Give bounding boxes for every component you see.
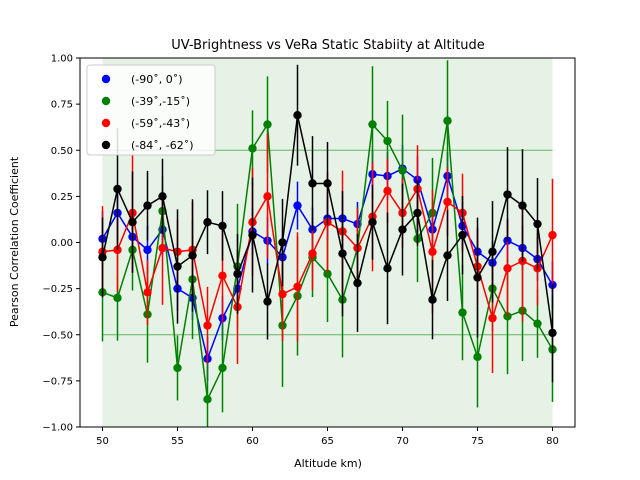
data-point — [113, 245, 122, 255]
x-tick-label: 60 — [246, 436, 259, 447]
legend-label: (-59˚,-43˚) — [131, 117, 190, 130]
x-tick-label: 80 — [546, 436, 559, 447]
data-point — [503, 264, 512, 273]
data-point — [458, 308, 467, 317]
data-point — [518, 201, 527, 210]
data-point — [458, 230, 467, 240]
data-point — [188, 251, 197, 260]
axes-layer: 50 55 60 65 70 75 80 −1.00 −0.75 −0.50 −0.25 0.00 0.… — [42, 54, 576, 447]
data-point — [263, 297, 272, 306]
data-point — [218, 271, 227, 280]
data-point — [323, 179, 332, 188]
data-point — [383, 186, 392, 196]
data-point — [218, 363, 227, 373]
data-point — [263, 120, 272, 129]
data-point — [308, 249, 317, 258]
y-tick-label: −0.75 — [42, 376, 73, 387]
legend-marker — [101, 74, 111, 84]
data-point — [428, 295, 437, 304]
data-point — [473, 273, 482, 282]
data-point — [278, 289, 287, 299]
x-tick-label: 70 — [396, 436, 409, 447]
data-point — [143, 245, 152, 255]
legend-box — [86, 64, 216, 156]
y-tick-label: 1.00 — [51, 54, 73, 65]
legend-marker — [101, 96, 111, 106]
data-point — [173, 363, 182, 373]
data-point — [263, 192, 272, 201]
data-point — [398, 166, 407, 175]
data-point — [548, 230, 557, 240]
data-point — [203, 218, 212, 227]
x-axis-label: Altitude km) — [294, 457, 362, 470]
data-point — [128, 218, 137, 227]
data-point — [158, 192, 167, 201]
y-tick-label: 0.75 — [51, 100, 73, 111]
data-point — [113, 184, 122, 194]
legend-marker — [101, 140, 111, 150]
data-point — [533, 219, 542, 229]
data-point — [233, 269, 242, 279]
legend-label: (-39˚,-15˚) — [131, 95, 190, 108]
data-point — [248, 144, 257, 153]
data-point — [173, 262, 182, 271]
data-point — [443, 251, 452, 260]
data-point — [533, 319, 542, 328]
data-point — [368, 218, 377, 227]
x-tick-label: 55 — [171, 436, 184, 447]
data-point — [368, 120, 377, 129]
legend-label: (-90˚, 0˚) — [131, 73, 183, 86]
data-point — [278, 238, 287, 247]
data-point — [503, 312, 512, 321]
data-point — [203, 321, 212, 330]
data-point — [158, 243, 167, 253]
y-axis-label: Pearson Correlation Coefficient — [8, 156, 21, 327]
data-point — [98, 253, 107, 262]
y-tick-label: 0.50 — [51, 146, 73, 157]
data-point — [353, 278, 362, 288]
data-point — [503, 190, 512, 199]
data-point — [443, 116, 452, 125]
data-point — [428, 247, 437, 256]
data-point — [398, 225, 407, 234]
y-tick-label: 0.25 — [51, 192, 73, 203]
data-point — [143, 201, 152, 210]
data-point — [413, 208, 422, 218]
y-tick-label: −0.50 — [42, 330, 73, 341]
x-tick-label: 65 — [321, 436, 334, 447]
x-tick-label: 75 — [471, 436, 484, 447]
data-point — [488, 247, 497, 256]
data-point — [383, 136, 392, 146]
data-point — [383, 264, 392, 273]
data-point — [338, 249, 347, 258]
y-tick-label: −0.25 — [42, 284, 73, 295]
data-point — [248, 230, 257, 240]
data-point — [488, 313, 497, 323]
data-point — [473, 352, 482, 362]
data-point — [293, 110, 302, 120]
data-point — [293, 201, 302, 210]
data-point — [308, 179, 317, 188]
data-point — [113, 293, 122, 303]
series-3 — [98, 64, 557, 383]
x-tick-label: 50 — [96, 436, 109, 447]
data-point — [143, 288, 152, 297]
legend-marker — [101, 118, 111, 128]
data-point — [323, 269, 332, 279]
y-tick-label: −1.00 — [42, 423, 73, 434]
data-point — [293, 282, 302, 291]
data-point — [443, 197, 452, 207]
legend: (-90˚, 0˚) (-39˚,-15˚) (-59˚,-43˚) (-84˚, -… — [86, 64, 216, 156]
legend-label: (-84˚, -62˚) — [131, 139, 194, 152]
chart-title: UV-Brightness vs VeRa Static Stabiity at… — [171, 38, 485, 53]
data-point — [203, 395, 212, 404]
y-tick-label: 0.00 — [51, 238, 73, 249]
data-point — [218, 221, 227, 231]
data-point — [548, 328, 557, 338]
series-layer — [98, 60, 557, 427]
